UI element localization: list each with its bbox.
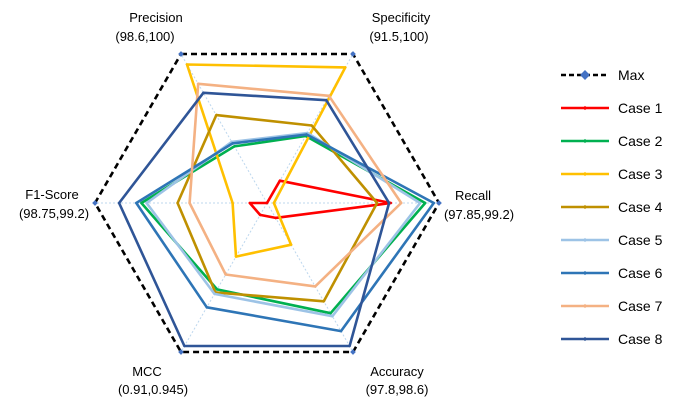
point-case-5-accuracy	[330, 314, 334, 318]
legend: Max Case 1 Case 2 Case 3 Case 4 Case 5 Case 6 C…	[561, 67, 663, 347]
spoke-precision	[180, 53, 268, 204]
legend-label-case-2: Case 2	[618, 133, 663, 149]
point-max-mcc	[178, 349, 184, 355]
legend-item-case-6: Case 6	[561, 265, 663, 281]
legend-label-case-4: Case 4	[618, 199, 663, 215]
legend-marker-case-1	[582, 105, 588, 111]
point-case-3-mcc	[234, 255, 238, 259]
point-case-2-mcc	[215, 287, 219, 291]
axis-range-accuracy: (97.8,98.6)	[366, 382, 429, 397]
axis-labels: Precision (98.6,100) Specificity (91.5,1…	[19, 10, 514, 397]
axis-name-recall: Recall	[455, 188, 491, 203]
legend-item-case-7: Case 7	[561, 298, 663, 314]
point-max-f1-score	[92, 200, 98, 206]
legend-marker-case-3	[582, 171, 588, 177]
point-case-5-mcc	[212, 292, 217, 296]
point-case-1-specificity	[278, 179, 282, 183]
legend-label-case-3: Case 3	[618, 166, 663, 182]
axis-range-recall: (97.85,99.2)	[444, 207, 514, 222]
legend-item-case-2: Case 2	[561, 133, 663, 149]
legend-marker-case-6	[582, 270, 588, 276]
point-case-8-accuracy	[348, 344, 352, 348]
axis-range-precision: (98.6,100)	[115, 29, 174, 44]
point-case-2-f1-score	[139, 201, 143, 205]
axis-range-specificity: (91.5,100)	[369, 29, 428, 44]
legend-label-case-1: Case 1	[618, 100, 663, 116]
axis-name-specificity: Specificity	[372, 10, 431, 25]
axis-range-mcc: (0.91,0.945)	[118, 382, 188, 397]
legend-marker-max	[580, 70, 590, 80]
point-case-8-precision	[201, 91, 205, 95]
data-series	[92, 51, 442, 355]
point-max-accuracy	[350, 349, 356, 355]
point-case-7-accuracy	[313, 284, 317, 288]
spoke-specificity	[266, 53, 354, 204]
point-case-7-f1-score	[188, 201, 192, 205]
point-case-2-precision	[232, 144, 236, 148]
point-case-2-accuracy	[329, 311, 333, 315]
point-case-1-f1-score	[248, 201, 252, 205]
point-case-7-precision	[196, 82, 200, 86]
point-max-recall	[436, 200, 442, 206]
spoke-mcc	[180, 202, 268, 353]
point-case-5-f1-score	[145, 201, 149, 205]
point-case-6-f1-score	[134, 201, 138, 205]
series-case-1	[248, 179, 393, 220]
legend-item-case-5: Case 5	[561, 232, 663, 248]
legend-label-case-8: Case 8	[618, 331, 663, 347]
point-case-3-accuracy	[289, 243, 293, 247]
legend-item-case-8: Case 8	[561, 331, 663, 347]
axis-name-mcc: MCC	[132, 364, 162, 379]
spoke-accuracy	[266, 202, 354, 353]
point-max-precision	[178, 51, 184, 57]
legend-marker-case-7	[582, 303, 588, 309]
point-case-6-accuracy	[339, 329, 343, 333]
point-case-4-accuracy	[322, 299, 326, 303]
point-case-1-mcc	[258, 213, 262, 217]
legend-item-case-4: Case 4	[561, 199, 663, 215]
legend-item-case-1: Case 1	[561, 100, 663, 116]
legend-item-case-3: Case 3	[561, 166, 663, 182]
legend-marker-case-8	[582, 336, 588, 342]
legend-marker-case-5	[582, 237, 588, 243]
legend-marker-case-4	[582, 204, 588, 210]
axis-name-precision: Precision	[129, 10, 182, 25]
legend-label-max: Max	[618, 67, 644, 83]
axis-range-f1-score: (98.75,99.2)	[19, 206, 89, 221]
point-case-3-f1-score	[231, 201, 235, 205]
spoke-lines	[95, 53, 439, 353]
legend-label-case-5: Case 5	[618, 232, 663, 248]
legend-label-case-6: Case 6	[618, 265, 663, 281]
legend-marker-case-2	[582, 138, 588, 144]
axis-name-f1-score: F1-Score	[25, 187, 78, 202]
point-case-1-accuracy	[274, 216, 278, 220]
point-case-6-precision	[231, 141, 235, 145]
legend-item-max: Max	[561, 67, 644, 83]
legend-label-case-7: Case 7	[618, 298, 663, 314]
axis-name-accuracy: Accuracy	[370, 364, 424, 379]
point-case-4-f1-score	[176, 201, 180, 205]
